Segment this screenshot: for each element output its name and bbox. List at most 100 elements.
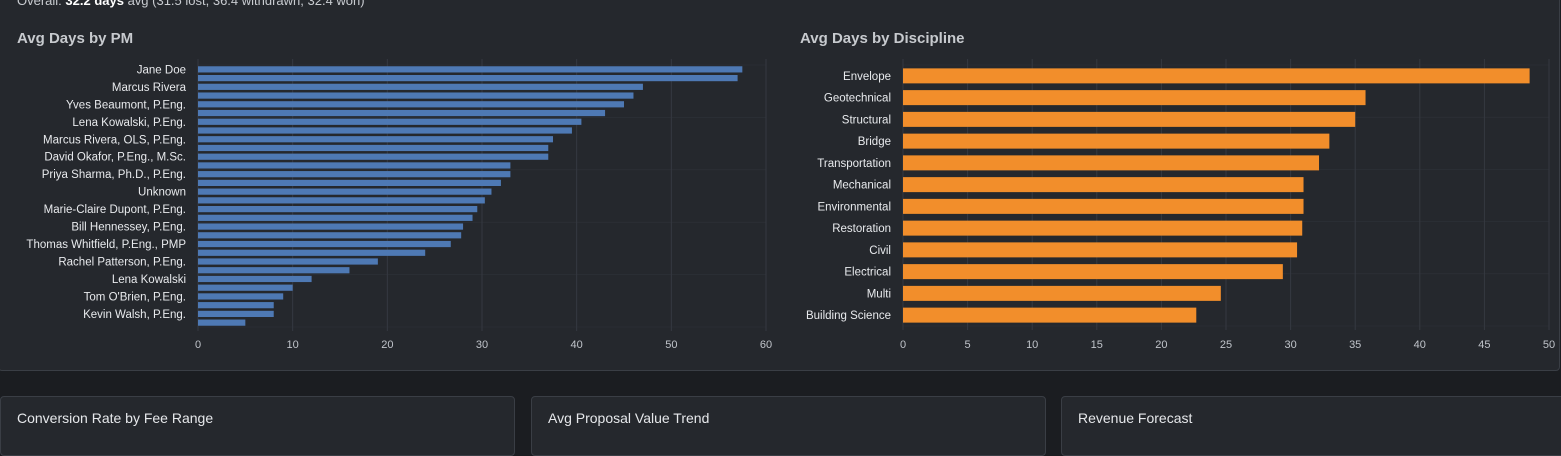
- pm-category-label: Lena Kowalski: [112, 274, 186, 286]
- pm-bar: [198, 293, 284, 300]
- pm-category-label: Thomas Whitfield, P.Eng., PMP: [26, 239, 186, 251]
- revenue-forecast-card[interactable]: Revenue Forecast: [1061, 396, 1561, 456]
- pm-bar: [198, 118, 582, 125]
- discipline-bar: [903, 220, 1303, 236]
- discipline-bar: [903, 264, 1283, 280]
- avg-proposal-value-card[interactable]: Avg Proposal Value Trend: [531, 396, 1046, 456]
- discipline-bar: [903, 198, 1304, 214]
- discipline-category-label: Environmental: [817, 201, 891, 213]
- discipline-x-tick-label: 10: [1026, 339, 1038, 351]
- pm-category-label: Tom O'Brien, P.Eng.: [84, 291, 186, 303]
- discipline-category-label: Envelope: [843, 71, 891, 83]
- pm-bar: [198, 153, 549, 160]
- discipline-x-tick-label: 35: [1349, 339, 1361, 351]
- pm-category-label: Jane Doe: [137, 64, 186, 76]
- discipline-x-tick-label: 5: [965, 339, 971, 351]
- discipline-chart-title: Avg Days by Discipline: [800, 30, 965, 47]
- pm-x-tick-label: 30: [476, 339, 488, 351]
- pm-bar: [198, 92, 634, 99]
- pm-x-tick-label: 50: [665, 339, 677, 351]
- pm-bar: [198, 206, 478, 213]
- pm-bar: [198, 249, 426, 256]
- pm-bar: [198, 109, 606, 117]
- pm-category-label: Marcus Rivera: [112, 82, 187, 94]
- summary-value: 32.2 days: [65, 0, 124, 8]
- pm-bar: [198, 144, 549, 152]
- discipline-category-label: Electrical: [844, 267, 891, 279]
- discipline-x-tick-label: 20: [1155, 339, 1167, 351]
- avg-proposal-value-card-title: Avg Proposal Value Trend: [548, 410, 710, 426]
- pm-bar: [198, 267, 350, 274]
- pm-bar: [198, 127, 572, 134]
- discipline-category-label: Building Science: [806, 310, 891, 322]
- pm-category-label: Bill Hennessey, P.Eng.: [71, 222, 186, 234]
- discipline-category-label: Mechanical: [833, 180, 891, 192]
- overall-summary: Overall: 32.2 days avg (31.5 lost, 36.4 …: [17, 0, 365, 8]
- discipline-category-label: Geotechnical: [824, 93, 891, 105]
- avg-days-by-pm-chart: 0 10 20 30 40 50 60 Jane Doe Marcus Rivera Yves B…: [26, 59, 772, 351]
- pm-bar: [198, 171, 511, 178]
- pm-bar: [198, 75, 738, 82]
- pm-bar: [198, 258, 378, 265]
- pm-category-label: Priya Sharma, Ph.D., P.Eng.: [42, 169, 186, 181]
- pm-bar: [198, 214, 473, 221]
- pm-category-label: Rachel Patterson, P.Eng.: [58, 257, 186, 269]
- pm-x-tick-label: 40: [571, 339, 583, 351]
- pm-bar: [198, 136, 553, 143]
- discipline-bar: [903, 285, 1221, 301]
- conversion-rate-card-title: Conversion Rate by Fee Range: [17, 410, 214, 426]
- discipline-bar: [903, 68, 1530, 84]
- pm-bar: [198, 302, 274, 309]
- pm-category-label: Kevin Walsh, P.Eng.: [83, 309, 186, 321]
- pm-bar: [198, 188, 492, 195]
- discipline-category-label: Transportation: [817, 158, 891, 170]
- pm-category-label: Marcus Rivera, OLS, P.Eng.: [43, 134, 186, 146]
- discipline-x-tick-label: 45: [1478, 339, 1490, 351]
- summary-prefix: Overall:: [17, 0, 66, 8]
- discipline-bar: [903, 242, 1298, 258]
- pm-x-tick-label: 60: [760, 339, 772, 351]
- discipline-x-tick-label: 15: [1091, 339, 1103, 351]
- avg-days-by-discipline-chart: 0 5 10 15 20 25 30 35 40 45 50 Envelope Geotechnical…: [806, 59, 1555, 351]
- pm-bar: [198, 310, 274, 317]
- discipline-bar: [903, 133, 1330, 149]
- pm-bar: [198, 223, 464, 230]
- revenue-forecast-card-title: Revenue Forecast: [1078, 410, 1193, 426]
- pm-x-tick-label: 10: [287, 339, 299, 351]
- pm-bar: [198, 232, 462, 239]
- discipline-x-tick-label: 25: [1220, 339, 1232, 351]
- pm-bar: [198, 275, 312, 283]
- discipline-category-label: Civil: [869, 245, 891, 257]
- pm-bar: [198, 319, 246, 326]
- discipline-x-tick-label: 30: [1284, 339, 1296, 351]
- pm-bar: [198, 83, 643, 90]
- pm-category-label: Lena Kowalski, P.Eng.: [72, 117, 186, 129]
- discipline-x-tick-label: 40: [1414, 339, 1426, 351]
- pm-category-label: Yves Beaumont, P.Eng.: [66, 99, 186, 111]
- pm-x-tick-label: 0: [195, 339, 201, 351]
- pm-category-label: Marie-Claire Dupont, P.Eng.: [44, 204, 186, 216]
- discipline-bar: [903, 155, 1320, 171]
- discipline-category-label: Restoration: [832, 223, 891, 235]
- discipline-category-label: Structural: [842, 114, 891, 126]
- discipline-x-tick-label: 0: [900, 339, 906, 351]
- pm-bar: [198, 179, 501, 186]
- discipline-x-tick-label: 50: [1543, 339, 1555, 351]
- pm-bar: [198, 162, 511, 169]
- discipline-bar: [903, 90, 1366, 106]
- pm-category-label: Unknown: [138, 187, 186, 199]
- pm-bar: [198, 66, 743, 73]
- discipline-bar: [903, 111, 1356, 127]
- discipline-bar: [903, 177, 1304, 193]
- pm-bar: [198, 197, 485, 204]
- conversion-rate-card[interactable]: Conversion Rate by Fee Range: [0, 396, 515, 456]
- summary-suffix: avg (31.5 lost, 36.4 withdrawn, 32.4 won…: [123, 0, 365, 8]
- pm-bar: [198, 240, 451, 248]
- pm-category-label: David Okafor, P.Eng., M.Sc.: [44, 152, 186, 164]
- pm-bar: [198, 284, 293, 291]
- pm-x-tick-label: 20: [381, 339, 393, 351]
- pm-chart-title: Avg Days by PM: [17, 30, 134, 47]
- pm-bar: [198, 101, 624, 108]
- discipline-category-label: Bridge: [858, 136, 891, 148]
- discipline-category-label: Multi: [867, 288, 891, 300]
